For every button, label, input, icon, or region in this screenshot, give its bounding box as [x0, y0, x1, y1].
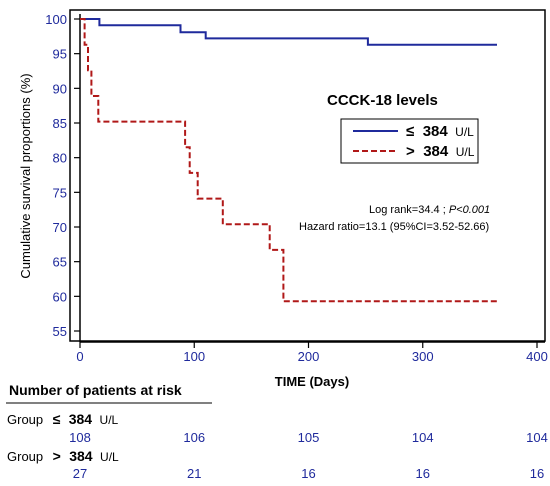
risk-count: 16	[416, 466, 430, 481]
hazard-annotation: Hazard ratio=13.1 (95%CI=3.52-52.66)	[299, 221, 489, 233]
x-tick-label: 0	[76, 349, 83, 364]
y-tick-label: 55	[53, 324, 67, 339]
legend-box	[340, 118, 479, 164]
x-axis-label: TIME (Days)	[275, 374, 349, 389]
legend-value-high: 384	[423, 143, 449, 160]
legend-unit-high: U/L	[456, 145, 475, 159]
risk-count: 16	[530, 466, 544, 481]
y-tick-label: 100	[45, 12, 67, 27]
risk-count: 16	[301, 466, 315, 481]
series-line-low	[80, 18, 497, 46]
risk-count: 104	[412, 430, 434, 445]
risk-group-value-high: 384	[69, 448, 93, 464]
x-tick-label: 300	[412, 349, 434, 364]
legend-label-high: > 384 U/L	[406, 143, 475, 160]
series-line-high	[80, 18, 497, 303]
y-axis-ticks: 55 60 65 70 75 80 85 90 95 100	[45, 12, 80, 339]
y-axis-label: Cumulative survival proportions (%)	[18, 73, 33, 278]
y-tick-label: 75	[53, 185, 67, 200]
y-tick-label: 95	[53, 47, 67, 62]
risk-group-symbol-low: ≤	[53, 411, 61, 427]
x-tick-label: 200	[298, 349, 320, 364]
legend-title: CCCK-18 levels	[327, 92, 438, 109]
y-tick-label: 90	[53, 81, 67, 96]
logrank-annotation: Log rank=34.4 ; P<0.001	[369, 204, 490, 216]
legend-symbol-low: ≤	[406, 123, 414, 140]
logrank-text: Log rank=34.4 ;	[369, 204, 449, 216]
legend-unit-low: U/L	[455, 125, 474, 139]
risk-group-prefix-low: Group	[7, 412, 43, 427]
risk-group-symbol-high: >	[53, 448, 61, 464]
risk-group-prefix-high: Group	[7, 449, 43, 464]
y-tick-label: 65	[53, 255, 67, 270]
x-axis-ticks: 0 100 200 300 400	[76, 342, 548, 364]
legend-label-low: ≤ 384 U/L	[406, 123, 474, 140]
y-tick-label: 60	[53, 289, 67, 304]
risk-count: 21	[187, 466, 201, 481]
risk-group-unit-high: U/L	[100, 450, 119, 464]
risk-count: 104	[526, 430, 548, 445]
risk-table-title: Number of patients at risk	[9, 382, 182, 398]
risk-group-label-low: Group ≤ 384 U/L	[7, 411, 119, 428]
x-tick-label: 400	[526, 349, 548, 364]
risk-group-label-high: Group > 384 U/L	[7, 448, 119, 465]
x-tick-label: 100	[183, 349, 205, 364]
y-tick-label: 80	[53, 151, 67, 166]
series-lines	[80, 18, 497, 303]
y-tick-label: 70	[53, 220, 67, 235]
plot-frame	[69, 9, 546, 342]
p-value-text: P<0.001	[449, 204, 490, 216]
legend-symbol-high: >	[406, 143, 415, 160]
risk-count: 108	[69, 430, 91, 445]
risk-count: 106	[183, 430, 205, 445]
risk-table-counts: 108 106 105 104 104 27 21 16 16 16	[69, 430, 548, 481]
risk-group-value-low: 384	[69, 411, 93, 427]
risk-group-unit-low: U/L	[100, 413, 119, 427]
legend-value-low: 384	[423, 123, 449, 140]
risk-count: 105	[298, 430, 320, 445]
y-tick-label: 85	[53, 116, 67, 131]
risk-count: 27	[73, 466, 87, 481]
